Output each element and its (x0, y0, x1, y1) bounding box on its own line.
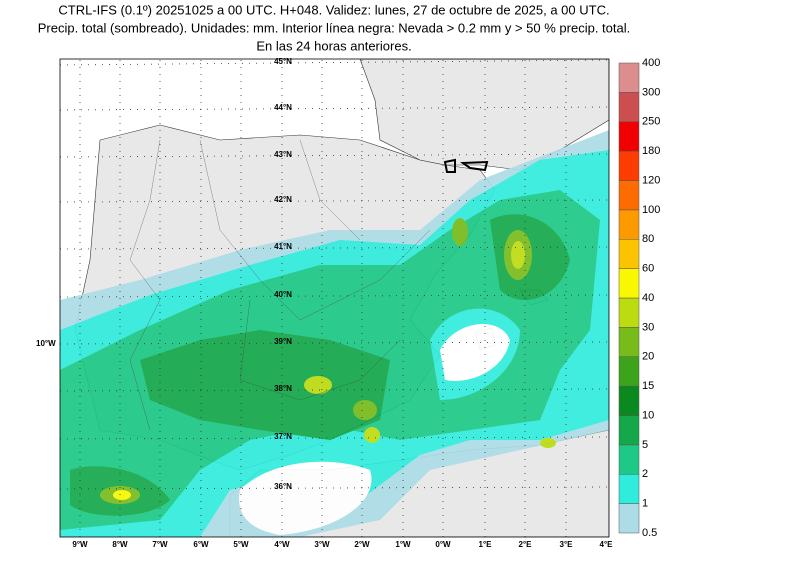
borders (129, 139, 431, 431)
colorbar-swatch (618, 268, 640, 299)
lat-label: 44°N (274, 103, 292, 112)
colorbar-label: 0.5 (642, 527, 657, 539)
colorbar-swatch (618, 415, 640, 446)
colorbar-swatch (618, 92, 640, 122)
colorbar-label: 40 (642, 292, 654, 304)
colorbar-swatch (618, 297, 640, 328)
lon-label: 0°W (435, 540, 451, 549)
colorbar-label: 60 (642, 263, 654, 275)
colorbar-label: 10 (642, 409, 654, 421)
colorbar-swatch (618, 150, 640, 181)
colorbar-label: 5 (642, 439, 648, 451)
title-line: Precip. total (sombreado). Unidades: mm.… (38, 20, 631, 35)
lon-label: 8°W (112, 540, 128, 549)
colorbar-swatch (618, 327, 640, 357)
colorbar-swatch (618, 474, 640, 504)
map (60, 59, 609, 537)
colorbar-label: 180 (642, 145, 660, 157)
lon-label: 9°W (72, 540, 88, 549)
lon-label: 2°W (354, 540, 370, 549)
lon-label: 7°W (152, 540, 168, 549)
colorbar-swatch (618, 180, 640, 211)
map-frame (59, 58, 610, 538)
lon-label: 3°W (314, 540, 330, 549)
land-france (359, 59, 609, 171)
colorbar-swatch (618, 209, 640, 240)
colorbar-swatch (618, 239, 640, 269)
lon-label: 4°E (600, 540, 614, 549)
lon-label: 3°E (560, 540, 574, 549)
colorbar-label: 30 (642, 321, 654, 333)
lat-label: 43°N (274, 150, 292, 159)
lon-label: 6°W (193, 540, 209, 549)
colorbar-swatch (618, 503, 640, 534)
colorbar-label: 400 (642, 57, 660, 69)
colorbar-swatch (618, 121, 640, 152)
lat-label: 38°N (274, 384, 292, 393)
colorbar-label: 15 (642, 380, 654, 392)
colorbar-swatch (618, 62, 640, 93)
lon-label: 2°E (519, 540, 533, 549)
lat-label: 36°N (274, 482, 292, 491)
colorbar-label: 80 (642, 233, 654, 245)
colorbar-swatch (618, 356, 640, 387)
lat-label: 39°N (274, 337, 292, 346)
colorbar-label: 100 (642, 204, 660, 216)
colorbar-label: 1 (642, 498, 648, 510)
lat-label: 40°N (274, 290, 292, 299)
graticule (60, 59, 609, 537)
precip (60, 130, 609, 537)
colorbar-label: 20 (642, 351, 654, 363)
colorbar-label: 120 (642, 174, 660, 186)
lat-label: 41°N (274, 242, 292, 251)
lat-label: 42°N (274, 195, 292, 204)
colorbar-label: 250 (642, 116, 660, 128)
colorbar-swatch (618, 444, 640, 475)
title-line: En las 24 horas anteriores. (256, 38, 411, 53)
title-line: CTRL-IFS (0.1º) 20251025 a 00 UTC. H+048… (58, 2, 609, 17)
lon-label: 1°W (395, 540, 411, 549)
lat-label: 37°N (274, 432, 292, 441)
colorbar-label: 300 (642, 86, 660, 98)
lon-label: 4°W (274, 540, 290, 549)
colorbar-label: 2 (642, 468, 648, 480)
lat-label: 45°N (274, 57, 292, 66)
lon-label: 1°E (479, 540, 493, 549)
lon-label: 5°W (233, 540, 249, 549)
colorbar-swatch (618, 385, 640, 416)
lon-label: 10°W (36, 339, 56, 348)
